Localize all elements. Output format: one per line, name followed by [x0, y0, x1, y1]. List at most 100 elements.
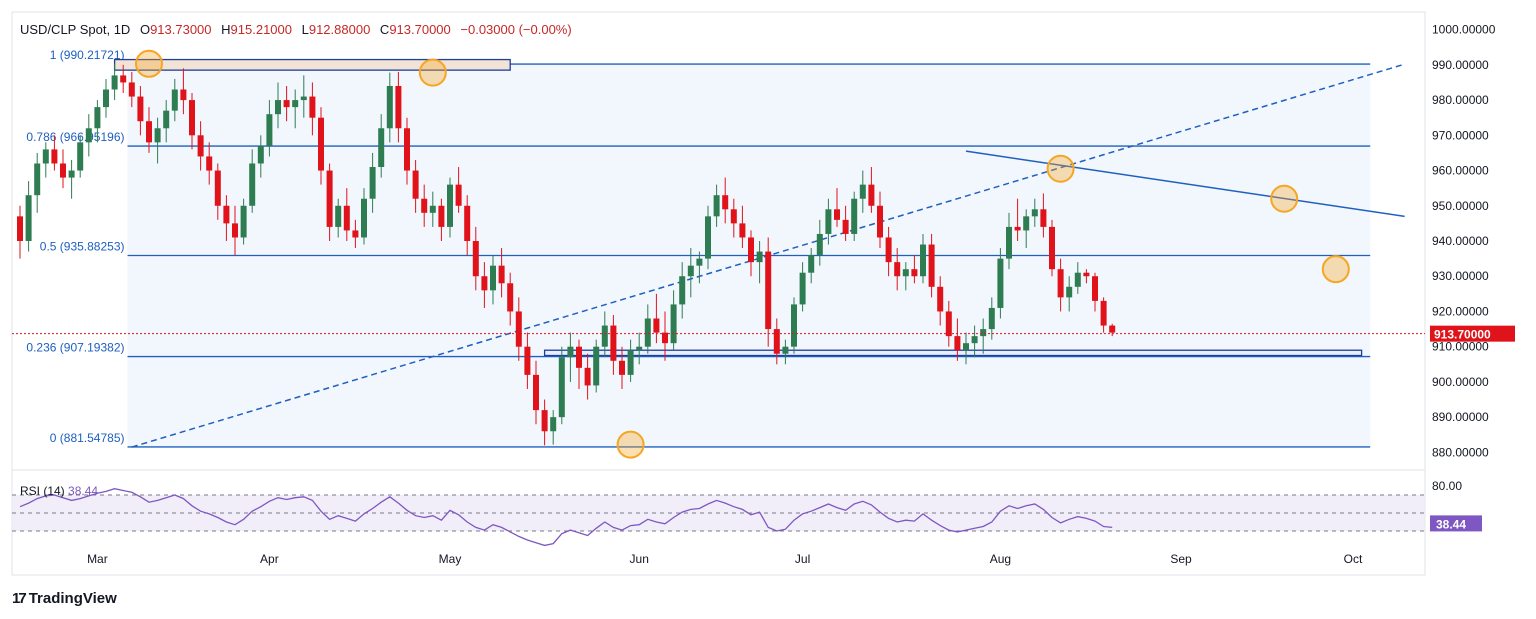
candle-body: [911, 269, 918, 277]
candle-body: [429, 205, 436, 213]
candle-body: [464, 205, 471, 241]
candle-body: [1040, 209, 1047, 227]
y-tick-label: 950.00000: [1432, 199, 1489, 213]
candle-body: [894, 262, 901, 277]
candle-body: [335, 205, 342, 227]
candle-body: [816, 233, 823, 256]
candle-body: [662, 332, 668, 344]
candle-body: [1057, 269, 1064, 298]
candle-body: [524, 346, 531, 375]
candle-body: [687, 265, 694, 277]
candle-body: [17, 216, 23, 241]
candle-body: [404, 128, 410, 171]
candle-body: [610, 325, 617, 361]
candle-body: [765, 251, 772, 330]
candle-body: [283, 100, 290, 108]
candle-body: [859, 184, 866, 199]
candle-body: [739, 223, 746, 238]
candle-body: [42, 149, 49, 164]
top-resistance-zone: [113, 58, 511, 71]
x-tick-label: May: [439, 552, 462, 566]
candle-body: [257, 145, 264, 164]
candle-body: [515, 311, 522, 347]
candle-body: [154, 128, 161, 143]
y-tick-label: 940.00000: [1432, 234, 1489, 248]
candle-body: [51, 149, 58, 164]
candle-body: [249, 163, 256, 206]
x-tick-label: Mar: [87, 552, 108, 566]
candle-body: [851, 198, 858, 234]
candle-body: [1083, 272, 1090, 277]
candle-body: [490, 265, 496, 291]
rsi-tick-label: 80.00: [1432, 479, 1462, 493]
candle-body: [808, 255, 815, 273]
candle-body: [498, 265, 505, 284]
x-tick-label: Oct: [1344, 552, 1363, 566]
candle-body: [189, 100, 195, 136]
y-tick-label: 920.00000: [1432, 304, 1489, 318]
y-tick-label: 880.00000: [1432, 445, 1489, 459]
candle-body: [103, 89, 109, 108]
x-tick-label: Sep: [1170, 552, 1192, 566]
rsi-legend-value: 38.44: [68, 484, 99, 498]
y-tick-label: 1000.00000: [1432, 23, 1496, 37]
candle-body: [395, 85, 402, 129]
candle-body: [1023, 216, 1030, 231]
x-tick-label: Aug: [990, 552, 1011, 566]
candle-body: [1100, 300, 1107, 326]
candle-body: [206, 156, 213, 171]
highlight-circle: [1270, 184, 1299, 213]
close-value: 913.70000: [389, 22, 451, 37]
candle-body: [94, 107, 101, 129]
y-tick-label: 980.00000: [1432, 93, 1489, 107]
y-tick-label: 990.00000: [1432, 58, 1489, 72]
candle-body: [696, 258, 703, 266]
rsi-label: RSI (14): [20, 484, 65, 498]
candle-body: [507, 283, 514, 312]
candle-body: [619, 360, 625, 375]
candle-body: [722, 195, 729, 210]
candle-body: [128, 82, 135, 97]
highlight-circle: [135, 49, 163, 78]
tradingview-brand[interactable]: 17 TradingView: [12, 590, 117, 607]
candle-body: [842, 219, 849, 234]
x-tick-label: Jul: [795, 552, 810, 566]
y-tick-label: 900.00000: [1432, 375, 1489, 389]
candle-body: [541, 410, 548, 432]
candle-body: [782, 346, 789, 354]
candle-body: [1006, 226, 1012, 259]
symbol-label: USD/CLP Spot, 1D: [20, 22, 131, 37]
candle-body: [163, 110, 170, 129]
candle-body: [937, 286, 944, 312]
candle-body: [455, 184, 462, 206]
rsi-value-label: 38.44: [1436, 517, 1466, 531]
candle-body: [369, 167, 376, 199]
candle-body: [567, 346, 574, 358]
candle-body: [240, 205, 247, 238]
candle-body: [1031, 209, 1038, 217]
candle-body: [627, 350, 634, 375]
candle-body: [266, 114, 273, 146]
candle-body: [223, 205, 230, 224]
tradingview-logo-icon: 17: [12, 590, 27, 607]
y-tick-label: 890.00000: [1432, 410, 1489, 424]
candle-body: [378, 128, 385, 168]
highlight-circle: [1321, 255, 1350, 284]
candle-body: [670, 304, 677, 344]
candle-body: [275, 100, 281, 115]
candle-body: [180, 89, 187, 101]
candle-body: [533, 374, 539, 411]
candle-body: [171, 89, 178, 111]
candle-body: [438, 205, 445, 227]
candle-body: [309, 96, 316, 118]
candle-body: [472, 241, 479, 277]
candle-body: [644, 318, 651, 347]
candle-body: [601, 325, 608, 347]
candle-body: [34, 163, 41, 196]
candle-body: [679, 276, 686, 305]
candle-body: [361, 198, 367, 238]
change-value: −0.03000 (−0.00%): [460, 22, 572, 37]
candle-body: [705, 216, 711, 259]
open-label: O: [139, 22, 151, 37]
